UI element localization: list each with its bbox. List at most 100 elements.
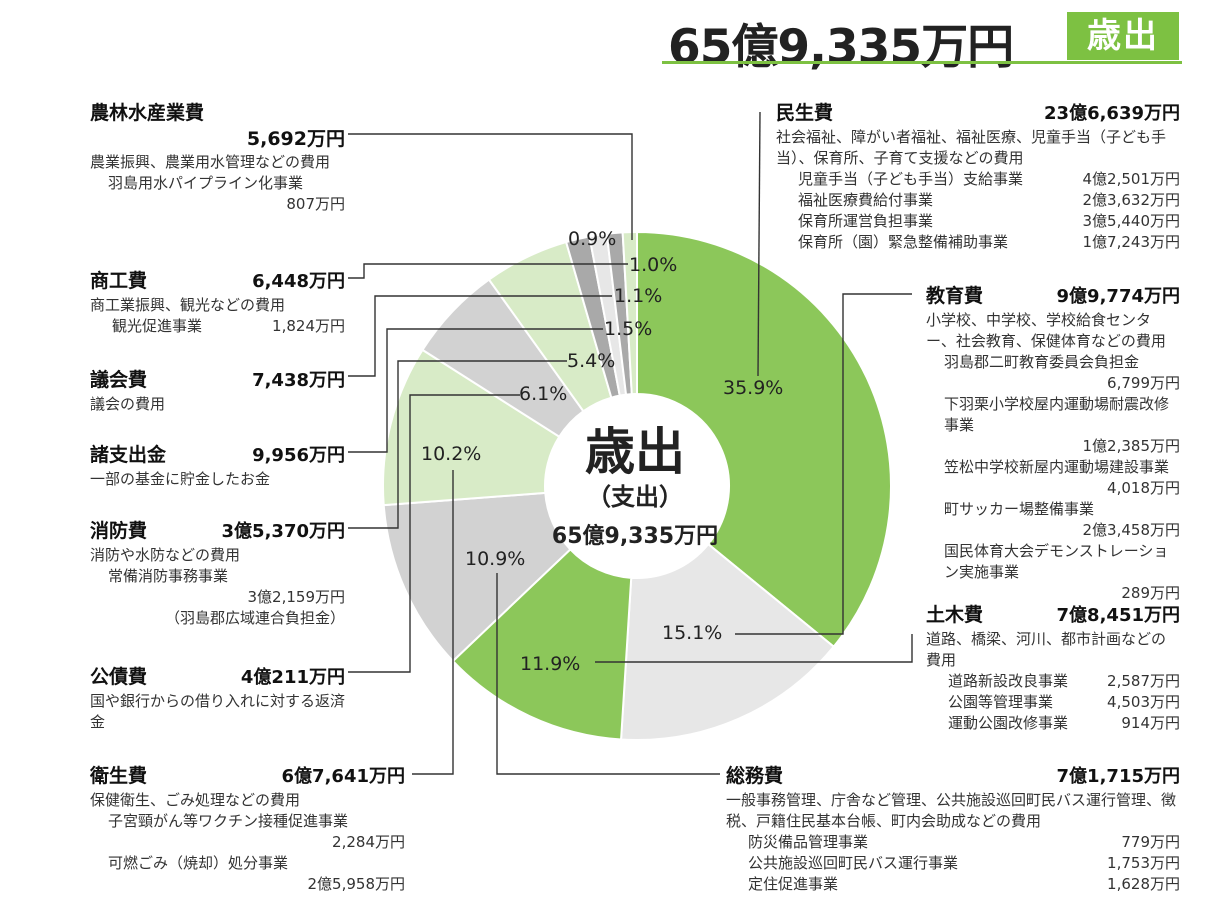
- leader-line: [348, 133, 633, 240]
- list-item: 防災備品管理事業 779万円: [748, 833, 1180, 851]
- category-amount: 4億211万円: [240, 667, 345, 688]
- list-item-amount: 6,799万円: [1107, 374, 1180, 392]
- list-item-amount: 1億2,385万円: [1082, 437, 1181, 455]
- category-name: 衛生費: [90, 765, 148, 787]
- category-desc: 一般事務管理、庁舎など管理、公共施設巡回町民バス運行管理、徴税、戸籍住民基本台帳…: [726, 791, 1177, 830]
- category-norin: 農林水産業費 5,692万円 農業振興、農業用水管理などの費用 羽島用水パイプラ…: [90, 100, 345, 215]
- header-tag: 歳出: [1067, 12, 1179, 60]
- category-shishutsu: 諸支出金 9,956万円 一部の基金に貯金したお金: [90, 442, 345, 490]
- pct-label-kyoiku: 10.9%: [465, 548, 526, 570]
- pct-label-kosai: 6.1%: [519, 383, 568, 405]
- pct-label-shishutsu: 1.5%: [604, 318, 653, 340]
- list-item-amount: 4,018万円: [1107, 479, 1180, 497]
- category-shoko: 商工費 6,448万円 商工業振興、観光などの費用 観光促進事業 1,824万円: [90, 268, 345, 337]
- leader-line: [595, 634, 913, 663]
- leader-line: [348, 263, 628, 279]
- list-item-amount: 2億3,458万円: [1082, 521, 1181, 539]
- category-name: 土木費: [926, 604, 984, 626]
- header-underline: [662, 61, 1182, 64]
- list-item: 町サッカー場整備事業: [944, 500, 1095, 518]
- list-item-amount: 3億2,159万円: [247, 588, 346, 606]
- category-desc: 議会の費用: [90, 395, 166, 413]
- pct-label-doboku: 11.9%: [520, 653, 581, 675]
- category-name: 公債費: [90, 666, 148, 688]
- list-item: 羽島用水パイプライン化事業: [108, 174, 304, 192]
- header-total: 65億9,335万円: [668, 20, 1014, 75]
- pct-label-norin: 0.9%: [568, 228, 617, 250]
- pct-label-shoko: 1.0%: [629, 254, 678, 276]
- center-title: 歳出: [585, 423, 685, 481]
- leader-line: [348, 394, 520, 673]
- leader-line: [348, 295, 612, 377]
- category-amount: 7億1,715万円: [1056, 766, 1180, 787]
- category-name: 農林水産業費: [90, 102, 205, 124]
- category-name: 諸支出金: [90, 444, 167, 466]
- list-item-amount: 2,284万円: [332, 833, 405, 851]
- category-name: 商工費: [90, 270, 148, 292]
- category-somu: 総務費 7億1,715万円 一般事務管理、庁舎など管理、公共施設巡回町民バス運行管…: [726, 763, 1180, 895]
- center-subtitle: （支出）: [587, 483, 683, 511]
- donut-hole: [545, 394, 729, 578]
- pct-label-eisei: 10.2%: [421, 443, 482, 465]
- category-shobo: 消防費 3億5,370万円 消防や水防などの費用 常備消防事務事業 3億2,159…: [90, 518, 345, 629]
- pct-label-shobo: 5.4%: [567, 350, 616, 372]
- category-gikai: 議会費 7,438万円 議会の費用: [90, 367, 345, 415]
- list-item-amount: 2億5,958万円: [307, 875, 406, 893]
- pct-label-gikai: 1.1%: [614, 285, 663, 307]
- center-total: 65億9,335万円: [551, 524, 719, 549]
- list-item: 子宮頸がん等ワクチン接種促進事業: [108, 812, 349, 830]
- list-item: 道路新設改良事業 2,587万円: [948, 672, 1180, 690]
- list-item: 保育所運営負担事業 3億5,440万円: [798, 212, 1180, 230]
- category-name: 議会費: [90, 369, 148, 391]
- list-item: 可燃ごみ（焼却）処分事業: [108, 854, 289, 872]
- leader-line: [735, 293, 912, 635]
- list-item: 観光促進事業 1,824万円: [112, 317, 345, 335]
- list-item-amount: 807万円: [286, 195, 345, 213]
- category-name: 民生費: [776, 102, 834, 124]
- list-item-note: （羽島郡広域連合負担金）: [164, 609, 345, 627]
- category-amount: 6,448万円: [252, 271, 345, 292]
- category-desc: 保健衛生、ごみ処理などの費用: [90, 791, 301, 809]
- category-amount: 9,956万円: [252, 445, 345, 466]
- category-amount: 7億8,451万円: [1056, 605, 1180, 626]
- category-desc: 消防や水防などの費用: [90, 546, 241, 564]
- category-doboku: 土木費 7億8,451万円 道路、橋梁、河川、都市計画などの費用 道路新設改良事業…: [926, 602, 1180, 734]
- list-item: 常備消防事務事業: [108, 567, 229, 585]
- category-amount: 3億5,370万円: [221, 521, 345, 542]
- category-amount: 7,438万円: [252, 370, 345, 391]
- category-name: 総務費: [726, 765, 784, 787]
- list-item: 運動公園改修事業 914万円: [948, 714, 1180, 732]
- category-kyoiku: 教育費 9億9,774万円 小学校、中学校、学校給食センター、社会教育、保健体育な…: [926, 283, 1180, 604]
- category-desc: 農業振興、農業用水管理などの費用: [90, 153, 331, 171]
- leader-line: [757, 111, 761, 377]
- list-item-amount: 289万円: [1121, 584, 1180, 602]
- leader-line: [348, 328, 603, 453]
- category-amount: 6億7,641万円: [281, 766, 405, 787]
- leader-line: [496, 573, 720, 775]
- category-minsei: 民生費 23億6,639万円 社会福祉、障がい者福祉、福祉医療、児童手当（子ども手…: [776, 100, 1180, 253]
- category-desc: 小学校、中学校、学校給食センター、社会教育、保健体育などの費用: [926, 311, 1166, 350]
- list-item: 福祉医療費給付事業 2億3,632万円: [798, 191, 1180, 209]
- list-item: 公共施設巡回町民バス運行事業 1,753万円: [748, 854, 1180, 872]
- list-item: 保育所（園）緊急整備補助事業 1億7,243万円: [798, 233, 1180, 251]
- leader-line: [412, 470, 454, 775]
- category-desc: 社会福祉、障がい者福祉、福祉医療、児童手当（子ども手当）、保育所、子育て支援など…: [776, 128, 1167, 167]
- list-item: 定住促進事業 1,628万円: [748, 875, 1180, 893]
- leader-line: [348, 360, 567, 529]
- category-amount: 23億6,639万円: [1044, 103, 1180, 124]
- category-desc: 道路、橋梁、河川、都市計画などの費用: [926, 630, 1167, 669]
- pct-label-somu: 15.1%: [662, 622, 723, 644]
- category-name: 教育費: [926, 285, 984, 307]
- list-item: 笠松中学校新屋内運動場建設事業: [944, 458, 1170, 476]
- list-item: 羽島郡二町教育委員会負担金: [944, 353, 1140, 371]
- category-name: 消防費: [90, 520, 148, 542]
- list-item: 児童手当（子ども手当）支給事業 4億2,501万円: [798, 170, 1180, 188]
- category-kosai: 公債費 4億211万円 国や銀行からの借り入れに対する返済金: [90, 664, 345, 733]
- category-amount: 5,692万円: [246, 128, 345, 150]
- list-item: 国民体育大会デモンストレーション実施事業: [944, 542, 1169, 581]
- pct-label-minsei: 35.9%: [723, 377, 784, 399]
- list-item: 公園等管理事業 4,503万円: [948, 693, 1180, 711]
- category-desc: 商工業振興、観光などの費用: [90, 296, 286, 314]
- category-eisei: 衛生費 6億7,641万円 保健衛生、ごみ処理などの費用 子宮頸がん等ワクチン接種…: [90, 763, 405, 895]
